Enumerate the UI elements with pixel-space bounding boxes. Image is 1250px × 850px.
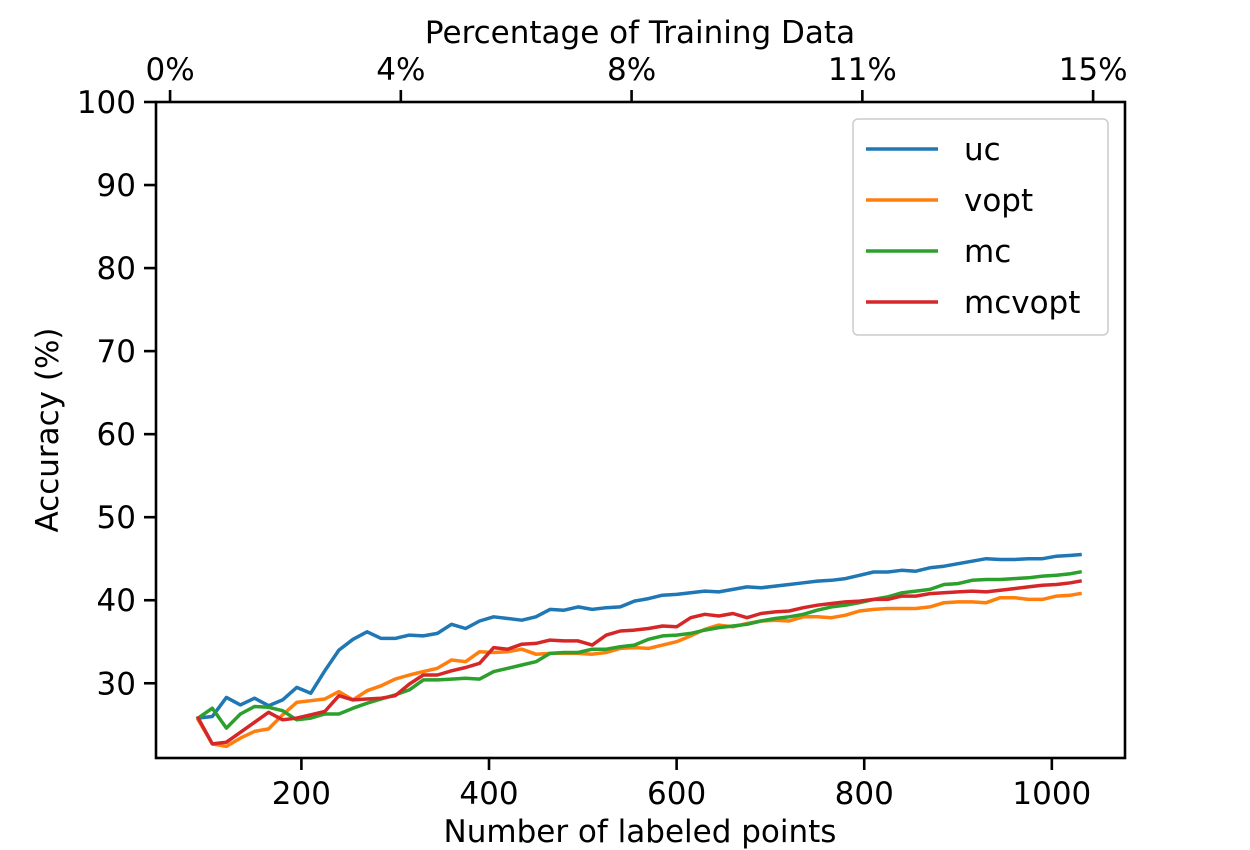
x-tick-label: 400	[459, 776, 518, 812]
series-line-vopt	[195, 591, 1083, 749]
top-tick-label: 8%	[607, 52, 656, 88]
top-tick-label: 15%	[1059, 52, 1128, 88]
top-tick-label: 4%	[376, 52, 425, 88]
legend-label-mc: mc	[964, 234, 1011, 270]
top-tick-label: 0%	[145, 52, 194, 88]
y-tick-label: 70	[97, 334, 136, 370]
x-tick-label: 600	[647, 776, 706, 812]
series-line-uc	[196, 552, 1082, 721]
y-tick-label: 100	[77, 85, 136, 121]
y-tick-label: 90	[97, 168, 136, 204]
series-line-mcvopt	[195, 579, 1083, 746]
series-layer	[195, 552, 1083, 749]
plot-area-border	[154, 100, 1127, 760]
series-line-mc	[195, 569, 1083, 730]
legend-label-uc: uc	[964, 132, 1001, 168]
legend-box	[852, 118, 1109, 336]
legend: uc vopt mc mcvopt	[852, 118, 1109, 336]
y-tick-label: 60	[97, 417, 136, 453]
y-tick-label: 40	[97, 583, 136, 619]
legend-label-vopt: vopt	[964, 183, 1033, 219]
top-tick-label: 11%	[828, 52, 897, 88]
plot-frame	[154, 100, 1127, 760]
y-tick-label: 30	[97, 666, 136, 702]
x-axis-bottom: 200 400 600 800 1000	[272, 758, 1091, 812]
y-tick-label: 50	[97, 500, 136, 536]
x-axis-top: 0% 4% 8% 11% 15%	[145, 52, 1128, 102]
x-axis-title: Number of labeled points	[444, 814, 837, 850]
x-tick-label: 800	[835, 776, 894, 812]
x-tick-label: 1000	[1012, 776, 1091, 812]
y-axis-left: 30 40 50 60 70 80 90 100	[77, 85, 156, 702]
y-axis-title: Accuracy (%)	[30, 327, 66, 532]
y-tick-label: 80	[97, 251, 136, 287]
top-axis-title: Percentage of Training Data	[425, 15, 855, 51]
legend-label-mcvopt: mcvopt	[964, 285, 1080, 321]
x-tick-label: 200	[272, 776, 331, 812]
